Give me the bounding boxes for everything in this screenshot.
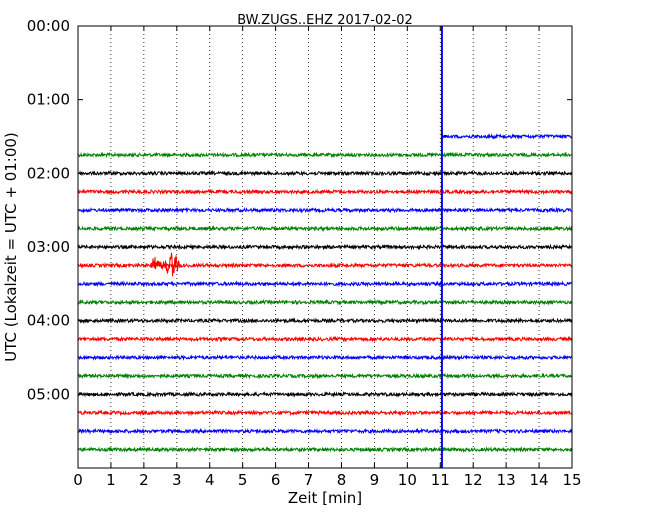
trace-line — [77, 280, 573, 288]
x-tick-label: 2 — [139, 471, 149, 489]
trace-line — [77, 446, 573, 454]
trace-line — [77, 261, 573, 269]
trace-line — [77, 243, 573, 251]
x-tick-label: 15 — [562, 471, 581, 489]
x-tick-label: 6 — [271, 471, 281, 489]
partial-trace-line — [441, 133, 573, 140]
plot-frame — [77, 25, 573, 469]
x-tick-label: 13 — [497, 471, 516, 489]
trace-line — [77, 169, 573, 177]
trace-line — [77, 354, 573, 361]
y-tick-label: 05:00 — [27, 385, 70, 403]
x-tick-label: 11 — [431, 471, 450, 489]
x-axis-label: Zeit [min] — [288, 489, 362, 507]
trace-line — [77, 206, 573, 214]
x-tick-label: 4 — [205, 471, 215, 489]
trace-line — [77, 409, 573, 417]
trace-line — [77, 372, 573, 380]
trace-line — [77, 390, 573, 398]
y-tick-label: 00:00 — [27, 17, 70, 35]
y-tick-label: 03:00 — [27, 238, 70, 256]
trace-line — [77, 188, 573, 196]
y-tick-label: 01:00 — [27, 91, 70, 109]
x-tick-label: 0 — [73, 471, 83, 489]
trace-line — [77, 335, 573, 343]
y-axis-label: UTC (Lokalzeit = UTC + 01:00) — [2, 132, 20, 362]
event-burst — [150, 252, 181, 277]
axis-ticks: 0 1 2 3 4 5 6 7 8 9 10 11 12 13 14 1500:0001:0002:0003:… — [27, 17, 582, 489]
x-tick-label: 7 — [304, 471, 314, 489]
chart-title: BW.ZUGS..EHZ 2017-02-02 — [237, 13, 413, 28]
trace-line — [77, 298, 573, 306]
x-tick-label: 5 — [238, 471, 248, 489]
x-tick-label: 14 — [530, 471, 549, 489]
x-tick-label: 10 — [398, 471, 417, 489]
traces-group — [77, 26, 573, 468]
x-tick-label: 12 — [464, 471, 483, 489]
y-tick-label: 04:00 — [27, 312, 70, 330]
x-tick-label: 1 — [106, 471, 116, 489]
trace-line — [77, 225, 573, 233]
x-tick-label: 3 — [172, 471, 182, 489]
trace-line — [77, 427, 573, 435]
x-tick-label: 9 — [370, 471, 380, 489]
trace-line — [77, 317, 573, 325]
x-tick-label: 8 — [337, 471, 347, 489]
trace-line — [77, 151, 573, 159]
y-tick-label: 02:00 — [27, 164, 70, 182]
